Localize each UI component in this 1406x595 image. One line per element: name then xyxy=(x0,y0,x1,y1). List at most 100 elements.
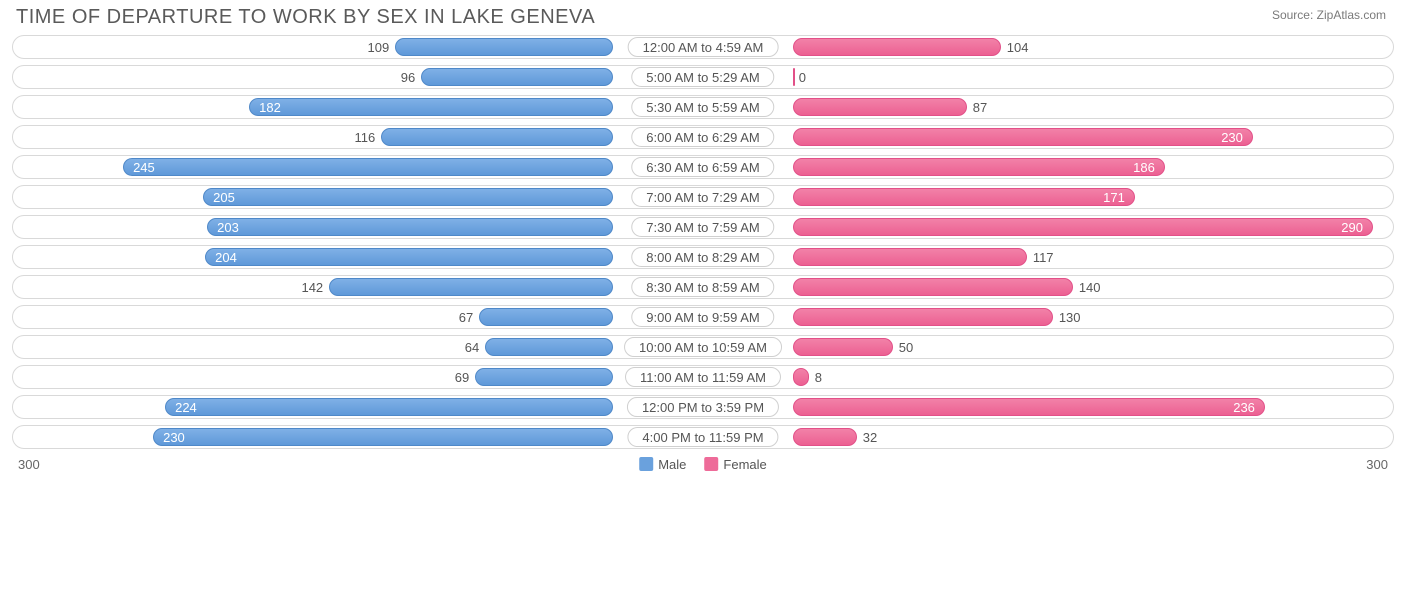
source-label: Source: ZipAtlas.com xyxy=(1272,8,1386,22)
male-half: 69 xyxy=(13,366,703,388)
chart-row: 142 140 8:30 AM to 8:59 AM xyxy=(12,275,1394,299)
chart-row: 182875:30 AM to 5:59 AM xyxy=(12,95,1394,119)
chart-footer: 300 300 Male Female xyxy=(12,455,1394,481)
female-bar xyxy=(793,248,1027,266)
female-half: 50 xyxy=(703,336,1393,358)
male-bar xyxy=(395,38,613,56)
row-track: 22423612:00 PM to 3:59 PM xyxy=(12,395,1394,419)
female-swatch xyxy=(704,457,718,471)
male-value: 69 xyxy=(455,366,469,388)
female-value: 32 xyxy=(863,426,877,448)
category-label: 9:00 AM to 9:59 AM xyxy=(631,307,774,327)
row-track: 205 171 7:00 AM to 7:29 AM xyxy=(12,185,1394,209)
female-half: 0 xyxy=(703,66,1393,88)
female-half: 130 xyxy=(703,306,1393,328)
row-track: 645010:00 AM to 10:59 AM xyxy=(12,335,1394,359)
chart-row: 96 0 5:00 AM to 5:29 AM xyxy=(12,65,1394,89)
male-value: 205 xyxy=(203,186,613,208)
female-half: 140 xyxy=(703,276,1393,298)
female-bar xyxy=(793,38,1001,56)
male-value: 245 xyxy=(123,156,613,178)
row-track: 2041178:00 AM to 8:29 AM xyxy=(12,245,1394,269)
male-value: 67 xyxy=(459,306,473,328)
category-label: 7:00 AM to 7:29 AM xyxy=(631,187,774,207)
category-label: 4:00 PM to 11:59 PM xyxy=(627,427,778,447)
female-bar xyxy=(793,428,857,446)
female-half: 290 xyxy=(703,216,1393,238)
male-bar xyxy=(485,338,613,356)
chart-row: 116 230 6:00 AM to 6:29 AM xyxy=(12,125,1394,149)
female-value: 236 xyxy=(793,396,1265,418)
category-label: 7:30 AM to 7:59 AM xyxy=(631,217,774,237)
row-track: 142 140 8:30 AM to 8:59 AM xyxy=(12,275,1394,299)
chart-row: 645010:00 AM to 10:59 AM xyxy=(12,335,1394,359)
male-swatch xyxy=(639,457,653,471)
male-value: 204 xyxy=(205,246,613,268)
category-label: 8:30 AM to 8:59 AM xyxy=(631,277,774,297)
row-track: 10910412:00 AM to 4:59 AM xyxy=(12,35,1394,59)
female-bar xyxy=(793,368,809,386)
chart-row: 230 32 4:00 PM to 11:59 PM xyxy=(12,425,1394,449)
row-track: 67 130 9:00 AM to 9:59 AM xyxy=(12,305,1394,329)
chart-row: 22423612:00 PM to 3:59 PM xyxy=(12,395,1394,419)
female-value: 50 xyxy=(899,336,913,358)
male-bar xyxy=(421,68,613,86)
male-bar xyxy=(475,368,613,386)
chart-title: TIME OF DEPARTURE TO WORK BY SEX IN LAKE… xyxy=(16,6,1394,29)
chart-row: 203 290 7:30 AM to 7:59 AM xyxy=(12,215,1394,239)
male-half: 245 xyxy=(13,156,703,178)
female-half: 87 xyxy=(703,96,1393,118)
category-label: 5:00 AM to 5:29 AM xyxy=(631,67,774,87)
male-half: 96 xyxy=(13,66,703,88)
female-value: 0 xyxy=(799,66,806,88)
female-value: 230 xyxy=(793,126,1253,148)
male-half: 67 xyxy=(13,306,703,328)
female-half: 32 xyxy=(703,426,1393,448)
axis-max-right: 300 xyxy=(1366,457,1388,472)
category-label: 6:30 AM to 6:59 AM xyxy=(631,157,774,177)
male-value: 203 xyxy=(207,216,613,238)
female-half: 104 xyxy=(703,36,1393,58)
chart-row: 205 171 7:00 AM to 7:29 AM xyxy=(12,185,1394,209)
male-value: 182 xyxy=(249,96,613,118)
female-value: 290 xyxy=(793,216,1373,238)
legend-female: Female xyxy=(704,457,766,472)
male-half: 205 xyxy=(13,186,703,208)
female-half: 230 xyxy=(703,126,1393,148)
female-half: 171 xyxy=(703,186,1393,208)
female-value: 186 xyxy=(793,156,1165,178)
male-half: 182 xyxy=(13,96,703,118)
female-value: 117 xyxy=(1033,246,1054,268)
male-value: 96 xyxy=(401,66,415,88)
male-bar xyxy=(479,308,613,326)
female-value: 140 xyxy=(1079,276,1101,298)
female-value: 87 xyxy=(973,96,987,118)
male-value: 116 xyxy=(354,126,375,148)
male-half: 109 xyxy=(13,36,703,58)
chart-row: 67 130 9:00 AM to 9:59 AM xyxy=(12,305,1394,329)
female-value: 130 xyxy=(1059,306,1081,328)
chart-row: 10910412:00 AM to 4:59 AM xyxy=(12,35,1394,59)
legend-male: Male xyxy=(639,457,686,472)
female-value: 104 xyxy=(1007,36,1029,58)
chart-row: 245 186 6:30 AM to 6:59 AM xyxy=(12,155,1394,179)
male-value: 142 xyxy=(301,276,323,298)
male-half: 230 xyxy=(13,426,703,448)
row-track: 203 290 7:30 AM to 7:59 AM xyxy=(12,215,1394,239)
female-value: 171 xyxy=(793,186,1135,208)
chart-rows: 10910412:00 AM to 4:59 AM9605:00 AM to 5… xyxy=(12,35,1394,449)
female-half: 236 xyxy=(703,396,1393,418)
axis-max-left: 300 xyxy=(18,457,40,472)
row-track: 116 230 6:00 AM to 6:29 AM xyxy=(12,125,1394,149)
female-half: 117 xyxy=(703,246,1393,268)
female-value: 8 xyxy=(815,366,822,388)
row-track: 182875:30 AM to 5:59 AM xyxy=(12,95,1394,119)
category-label: 6:00 AM to 6:29 AM xyxy=(631,127,774,147)
chart-row: 69811:00 AM to 11:59 AM xyxy=(12,365,1394,389)
legend: Male Female xyxy=(639,457,767,472)
male-bar xyxy=(381,128,613,146)
chart-row: 2041178:00 AM to 8:29 AM xyxy=(12,245,1394,269)
female-bar xyxy=(793,68,795,86)
female-half: 8 xyxy=(703,366,1393,388)
row-track: 245 186 6:30 AM to 6:59 AM xyxy=(12,155,1394,179)
